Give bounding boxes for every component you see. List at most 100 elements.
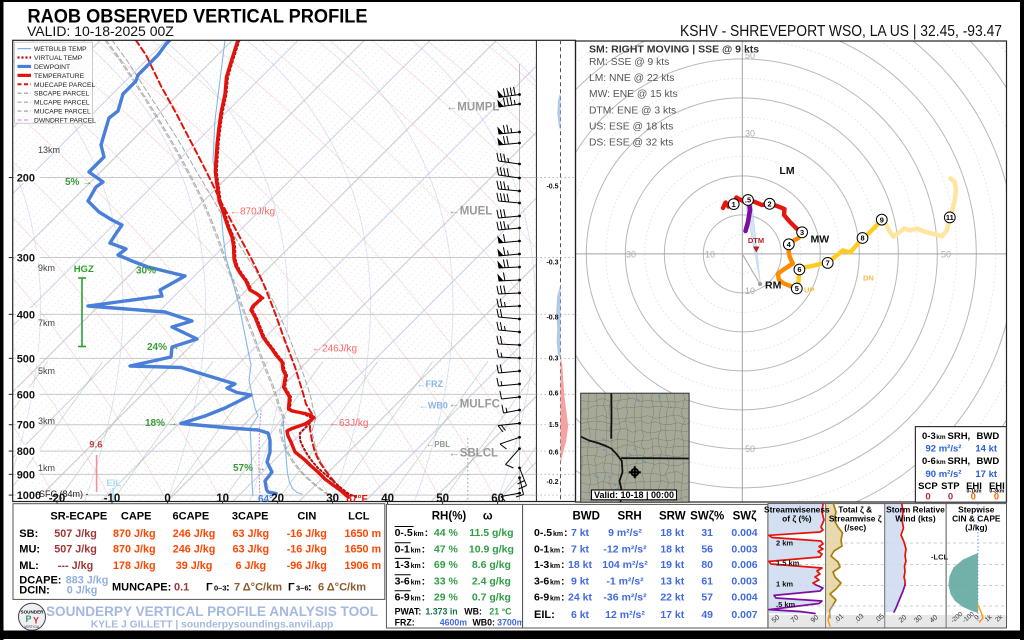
svg-text:Total ζ &: Total ζ &: [838, 505, 872, 515]
svg-text:.01: .01: [833, 613, 845, 625]
svg-text:km: km: [553, 531, 563, 538]
svg-text:246 J/kg: 246 J/kg: [173, 528, 216, 540]
svg-text:40: 40: [381, 493, 394, 505]
svg-text:SOUNDER: SOUNDER: [21, 610, 45, 615]
svg-text:←63J/kg: ←63J/kg: [329, 418, 368, 429]
svg-text::: :: [422, 575, 426, 587]
svg-text:30: 30: [326, 493, 339, 505]
svg-text:-20: -20: [49, 493, 66, 505]
svg-text:0: 0: [994, 492, 999, 503]
svg-text:Valid: 10-18 | 00:00: Valid: 10-18 | 00:00: [594, 490, 674, 500]
svg-text:883 J/kg: 883 J/kg: [66, 575, 109, 587]
svg-text:km: km: [411, 563, 421, 570]
svg-text:11.5 g/kg: 11.5 g/kg: [469, 527, 513, 539]
svg-text:0-.5: 0-.5: [534, 527, 552, 539]
svg-text:←MULFC: ←MULFC: [448, 399, 500, 411]
svg-text:700: 700: [17, 420, 35, 432]
svg-text:←870J/kg: ←870J/kg: [230, 207, 275, 218]
svg-text:SRH: SRH: [617, 510, 641, 522]
svg-text:13 kt: 13 kt: [660, 575, 684, 587]
svg-text:-1 m²/s²: -1 m²/s²: [606, 575, 644, 587]
svg-text::: :: [422, 543, 426, 555]
svg-text:800: 800: [17, 446, 35, 458]
svg-text:20: 20: [898, 614, 909, 624]
svg-text:69 %: 69 %: [434, 559, 459, 571]
svg-text:0 J/kg: 0 J/kg: [67, 585, 98, 597]
svg-text:5% →: 5% →: [65, 177, 92, 188]
svg-text:LM: NNE @ 22 kts: LM: NNE @ 22 kts: [589, 73, 674, 84]
svg-text:9 m²/s²: 9 m²/s²: [608, 527, 642, 539]
svg-text:SWζ: SWζ: [733, 510, 758, 522]
svg-text::: :: [425, 527, 429, 539]
svg-text:UP: UP: [804, 286, 814, 295]
svg-text:Stepwise: Stepwise: [958, 505, 995, 515]
svg-text:km: km: [411, 547, 421, 554]
svg-text:19 kt: 19 kt: [660, 559, 684, 571]
svg-text:VIRTUAL TEMP: VIRTUAL TEMP: [34, 55, 83, 62]
svg-text:←SBLCL: ←SBLCL: [448, 447, 498, 459]
svg-text:1-3: 1-3: [534, 559, 549, 571]
svg-text:3CAPE: 3CAPE: [232, 510, 269, 522]
svg-text:5km: 5km: [38, 366, 55, 376]
svg-text:900: 900: [17, 469, 35, 481]
svg-text:CIN & CAPE: CIN & CAPE: [952, 514, 1001, 524]
svg-text:17 kt: 17 kt: [975, 469, 997, 480]
svg-text:DWNDRFT PARCEL: DWNDRFT PARCEL: [34, 117, 96, 124]
svg-text:87°F: 87°F: [346, 494, 367, 505]
svg-text:0-1: 0-1: [534, 543, 549, 555]
svg-text:MW: ENE @ 15 kts: MW: ENE @ 15 kts: [589, 89, 678, 100]
svg-text:2 km: 2 km: [776, 539, 793, 548]
svg-text:9: 9: [880, 215, 884, 224]
svg-text:1906 m: 1906 m: [344, 560, 381, 572]
svg-text:HGZ: HGZ: [74, 264, 94, 275]
svg-text:0: 0: [164, 493, 170, 505]
svg-text:3: 3: [800, 228, 804, 237]
svg-text:6: 6: [797, 265, 801, 274]
svg-text:km: km: [550, 547, 560, 554]
svg-text:km: km: [411, 595, 421, 602]
svg-text:6-9: 6-9: [534, 591, 549, 603]
svg-text:7: 7: [826, 259, 830, 268]
svg-text:←246J/kg: ←246J/kg: [312, 344, 357, 355]
svg-text:-36 m²/s²: -36 m²/s²: [603, 591, 647, 603]
svg-text:29 %: 29 %: [434, 591, 459, 603]
svg-text:MUECAPE PARCEL: MUECAPE PARCEL: [34, 82, 95, 89]
svg-text:RM: SSE @ 9 kts: RM: SSE @ 9 kts: [589, 57, 669, 68]
svg-text:10.9 g/kg: 10.9 g/kg: [469, 543, 514, 555]
svg-text:3700m: 3700m: [497, 617, 525, 627]
svg-text:6 J/kg: 6 J/kg: [235, 560, 266, 572]
svg-text:EIL: EIL: [106, 478, 121, 489]
svg-text:DCIN:: DCIN:: [19, 585, 50, 597]
svg-text:FRZ:: FRZ:: [395, 617, 415, 627]
svg-text:10: 10: [745, 286, 755, 296]
svg-text:1-3: 1-3: [395, 559, 410, 571]
svg-text:RAOB OBSERVED VERTICAL PROFILE: RAOB OBSERVED VERTICAL PROFILE: [28, 7, 368, 28]
svg-text:-LCL: -LCL: [931, 553, 948, 562]
svg-text:EHI: EHI: [989, 481, 1005, 492]
svg-text:MUNCAPE:: MUNCAPE:: [112, 581, 171, 593]
svg-text:Γ: Γ: [288, 581, 295, 593]
svg-text:507 J/kg: 507 J/kg: [54, 544, 97, 556]
svg-text:EHI: EHI: [966, 481, 982, 492]
svg-text:10: 10: [705, 249, 715, 259]
svg-text::: :: [561, 559, 565, 571]
svg-text:57% →: 57% →: [233, 463, 266, 474]
svg-text:LM: LM: [779, 165, 794, 177]
svg-text:0.007: 0.007: [731, 609, 757, 621]
svg-text:24% →: 24% →: [147, 342, 180, 353]
svg-text:30: 30: [626, 249, 636, 259]
svg-text:0-6: 0-6: [922, 456, 936, 467]
svg-text:40: 40: [929, 614, 940, 624]
svg-text::: :: [422, 559, 426, 571]
svg-text:5: 5: [795, 284, 799, 293]
svg-text:9 kt: 9 kt: [571, 575, 590, 587]
svg-text:22 kt: 22 kt: [660, 591, 684, 603]
svg-text:←WB0: ←WB0: [419, 400, 448, 410]
svg-text:km: km: [936, 434, 946, 441]
svg-text:18 kt: 18 kt: [660, 527, 684, 539]
svg-text:1.373 in: 1.373 in: [425, 606, 457, 616]
svg-text:246 J/kg: 246 J/kg: [173, 544, 216, 556]
svg-text:3km: 3km: [38, 416, 55, 426]
svg-text:1km: 1km: [38, 463, 55, 473]
svg-text:SRW: SRW: [659, 510, 686, 522]
